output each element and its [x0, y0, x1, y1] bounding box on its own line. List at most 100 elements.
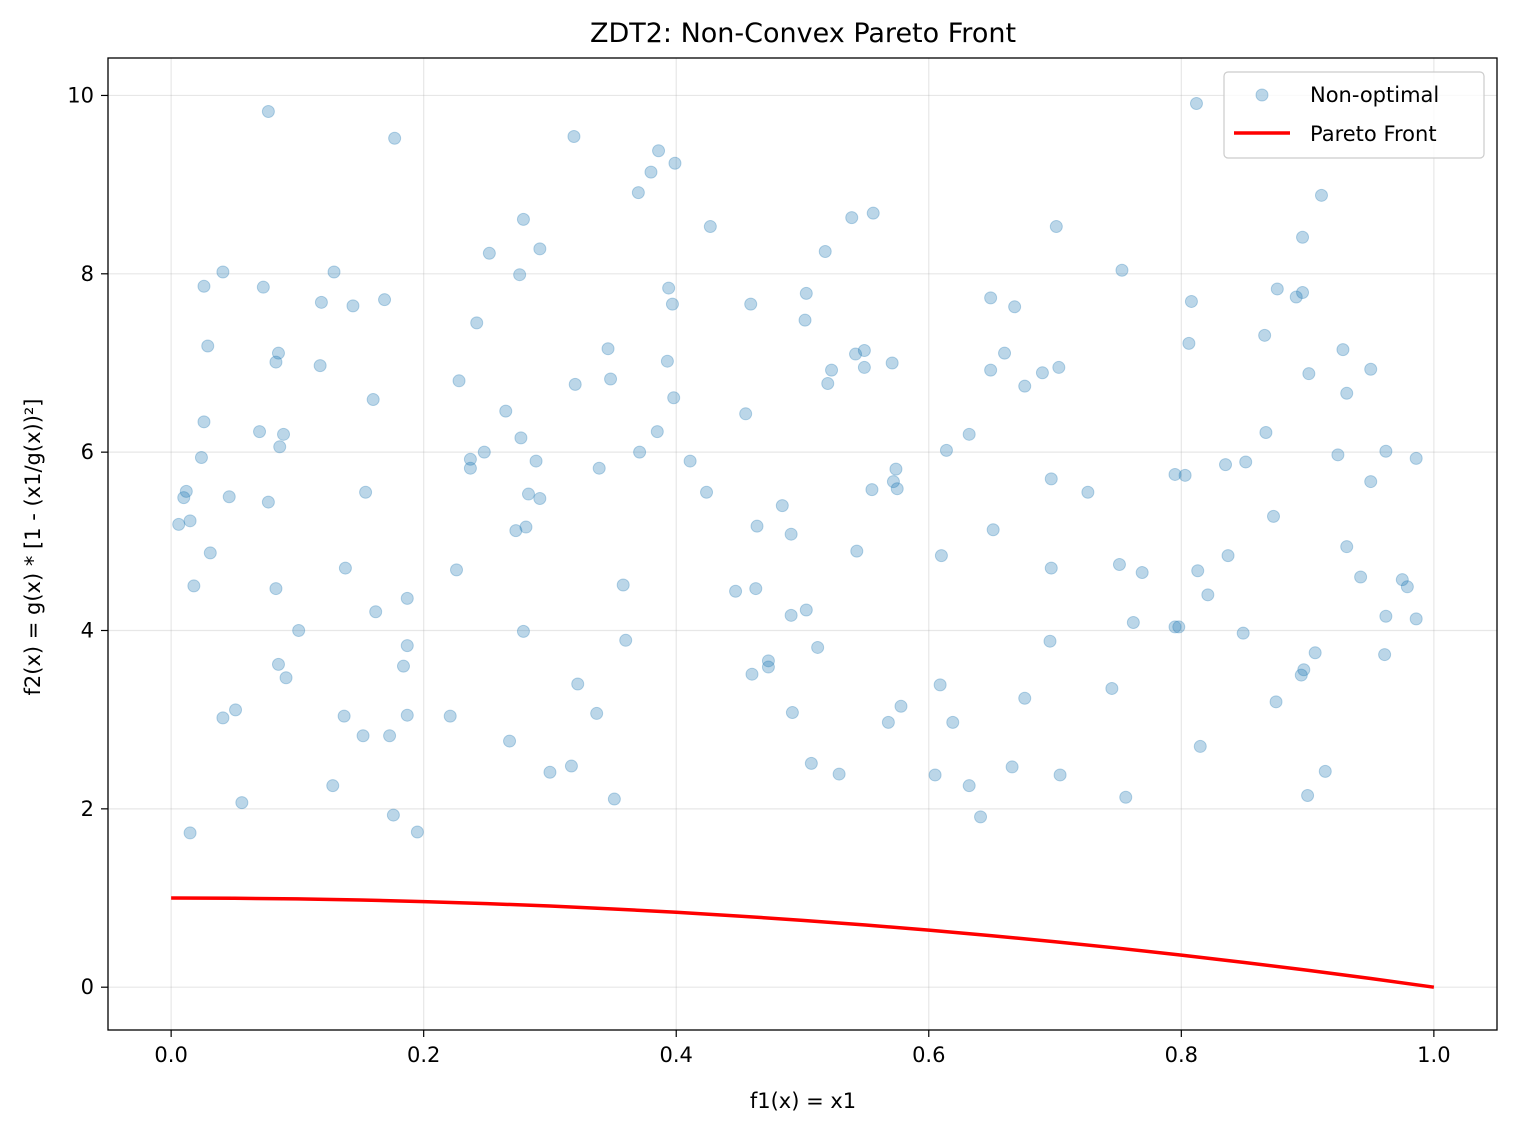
- scatter-point: [799, 286, 813, 300]
- scatter-point: [1126, 615, 1140, 629]
- legend: Non-optimal Pareto Front: [1223, 71, 1485, 159]
- scatter-point: [400, 639, 414, 653]
- pareto-line: [171, 896, 1435, 989]
- scatter-point: [1296, 286, 1310, 300]
- y-axis-label: f2(x) = g(x) * [1 - (x1/g(x))²]: [21, 399, 45, 696]
- scatter-point: [798, 313, 812, 327]
- scatter-point: [203, 546, 217, 560]
- scatter-point: [172, 517, 186, 531]
- scatter-point: [890, 482, 904, 496]
- scatter-point: [216, 265, 230, 279]
- scatter-point: [386, 808, 400, 822]
- scatter-point: [1119, 790, 1133, 804]
- scatter-point: [744, 297, 758, 311]
- scatter-point: [1379, 609, 1393, 623]
- scatter-point: [400, 708, 414, 722]
- scatter-point: [745, 667, 759, 681]
- scatter-point: [607, 792, 621, 806]
- scatter-point: [974, 810, 988, 824]
- scatter-point: [1301, 788, 1315, 802]
- x-axis-label: f1(x) = x1: [750, 1089, 856, 1113]
- scatter-point: [1400, 580, 1414, 594]
- scatter-point: [739, 407, 753, 421]
- scatter-point: [984, 291, 998, 305]
- scatter-point: [1395, 573, 1409, 587]
- scatter-point: [1379, 444, 1393, 458]
- scatter-points: [172, 96, 1423, 840]
- scatter-point: [567, 129, 581, 143]
- y-tick-label: 10: [67, 83, 94, 107]
- scatter-point: [1331, 448, 1345, 462]
- scatter-point: [326, 779, 340, 793]
- scatter-point: [799, 603, 813, 617]
- scatter-point: [934, 549, 948, 563]
- scatter-point: [761, 660, 775, 674]
- scatter-point: [1052, 360, 1066, 374]
- scatter-point: [1081, 485, 1095, 499]
- x-tick-label: 0.2: [407, 1043, 440, 1067]
- legend-marker-non-optimal: [1255, 88, 1269, 102]
- scatter-point: [1409, 451, 1423, 465]
- legend-label-non-optimal: Non-optimal: [1310, 83, 1439, 107]
- scatter-point: [962, 427, 976, 441]
- scatter-point: [1302, 367, 1316, 381]
- x-axis-ticks: 0.0 0.2 0.4 0.6 0.8 1.0: [154, 1030, 1451, 1067]
- scatter-point: [514, 431, 528, 445]
- scatter-point: [700, 485, 714, 499]
- scatter-point: [832, 767, 846, 781]
- grid: [108, 58, 1497, 1030]
- scatter-point: [369, 605, 383, 619]
- scatter-point: [269, 355, 283, 369]
- scatter-point: [1105, 681, 1119, 695]
- scatter-point: [235, 796, 249, 810]
- scatter-point: [1266, 509, 1280, 523]
- scatter-point: [1044, 472, 1058, 486]
- scatter-point: [359, 485, 373, 499]
- scatter-point: [668, 156, 682, 170]
- scatter-point: [194, 451, 208, 465]
- scatter-point: [292, 623, 306, 637]
- scatter-point: [177, 491, 191, 505]
- scatter-point: [396, 659, 410, 673]
- scatter-point: [962, 779, 976, 793]
- scatter-point: [592, 461, 606, 475]
- scatter-point: [811, 640, 825, 654]
- scatter-point: [933, 678, 947, 692]
- scatter-point: [984, 363, 998, 377]
- y-tick-label: 0: [81, 975, 94, 999]
- scatter-point: [388, 131, 402, 145]
- pareto-front-line: [171, 896, 1435, 989]
- scatter-point: [1318, 764, 1332, 778]
- scatter-point: [818, 245, 832, 259]
- scatter-point: [1236, 626, 1250, 640]
- scatter-point: [516, 624, 530, 638]
- scatter-point: [804, 756, 818, 770]
- scatter-point: [633, 445, 647, 459]
- scatter-point: [644, 165, 658, 179]
- scatter-point: [1354, 570, 1368, 584]
- scatter-point: [564, 759, 578, 773]
- scatter-point: [1049, 220, 1063, 234]
- scatter-point: [1035, 366, 1049, 380]
- scatter-point: [1135, 566, 1149, 580]
- scatter-point: [857, 343, 871, 357]
- scatter-point: [261, 495, 275, 509]
- scatter-point: [1178, 468, 1192, 482]
- scatter-point: [366, 393, 380, 407]
- scatter-point: [1340, 386, 1354, 400]
- scatter-point: [619, 633, 633, 647]
- scatter-point: [825, 363, 839, 377]
- scatter-point: [179, 484, 193, 498]
- scatter-point: [568, 377, 582, 391]
- scatter-point: [1296, 230, 1310, 244]
- scatter-point: [1115, 263, 1129, 277]
- scatter-point: [201, 339, 215, 353]
- scatter-point: [1018, 379, 1032, 393]
- scatter-point: [986, 523, 1000, 537]
- scatter-point: [327, 265, 341, 279]
- scatter-point: [533, 242, 547, 256]
- x-tick-label: 0.0: [154, 1043, 187, 1067]
- scatter-point: [1172, 620, 1186, 634]
- plot-frame: [107, 57, 1498, 1031]
- scatter-point: [631, 186, 645, 200]
